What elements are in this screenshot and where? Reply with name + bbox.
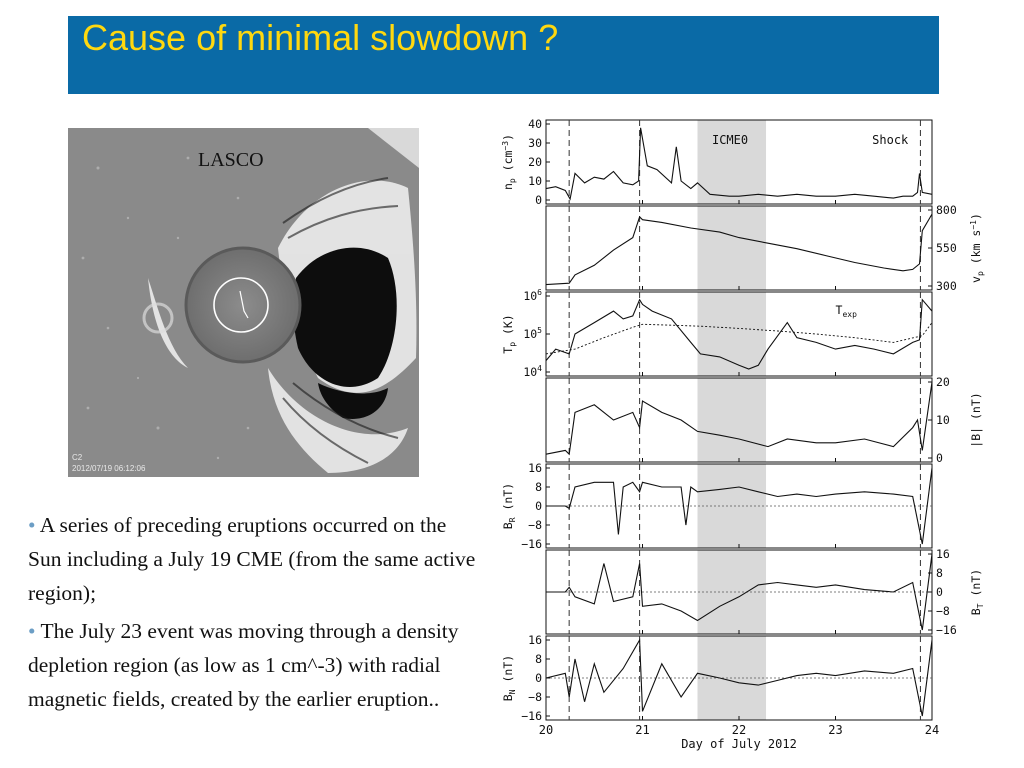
- x-tick-label: 20: [539, 723, 553, 737]
- y-tick-label: 0: [535, 671, 542, 685]
- shock-annotation: Shock: [872, 133, 909, 147]
- series-line-br: [546, 467, 933, 545]
- y-tick-label: 300: [936, 279, 957, 293]
- y-tick-label: 16: [936, 547, 950, 561]
- series-line-t-p: [545, 298, 933, 370]
- y-axis-label: np (cm−3): [501, 134, 517, 190]
- y-tick-label: 16: [528, 461, 542, 475]
- y-axis-label: |B| (nT): [969, 392, 983, 447]
- x-tick-label: 21: [635, 723, 649, 737]
- y-axis-label: Tp (K): [501, 314, 517, 353]
- icme-shaded-band: [697, 292, 767, 376]
- icme0-annotation: ICME0: [712, 133, 748, 147]
- y-axis-label: BN (nT): [501, 655, 517, 701]
- bullet-item: • The July 23 event was moving through a…: [28, 614, 478, 716]
- y-tick-label: −16: [521, 709, 542, 723]
- y-axis-label: BT (nT): [969, 569, 985, 615]
- y-tick-label: 104: [523, 364, 542, 379]
- y-tick-label: −8: [528, 518, 542, 532]
- x-tick-label: 22: [732, 723, 746, 737]
- bullet-item: • A series of preceding eruptions occurr…: [28, 508, 478, 610]
- y-tick-label: 20: [528, 155, 542, 169]
- y-tick-label: 550: [936, 241, 957, 255]
- y-axis-label: vp (km s−1): [969, 213, 985, 283]
- icme-shaded-band: [697, 206, 767, 290]
- y-tick-label: 8: [535, 652, 542, 666]
- y-tick-label: 106: [523, 288, 542, 303]
- y-tick-label: 0: [936, 451, 943, 465]
- series-line-np: [545, 127, 933, 201]
- bullet-list: • A series of preceding eruptions occurr…: [28, 508, 478, 720]
- texp-annotation: Texp: [836, 303, 858, 319]
- x-tick-label: 24: [925, 723, 939, 737]
- y-tick-label: 20: [936, 375, 950, 389]
- y-tick-label: 0: [936, 585, 943, 599]
- title-bar: [68, 16, 939, 94]
- series-line-t-exp: [545, 322, 933, 355]
- y-tick-label: 105: [523, 326, 542, 341]
- y-tick-label: 40: [528, 117, 542, 131]
- slide-title: Cause of minimal slowdown ?: [82, 17, 559, 58]
- x-tick-label: 23: [828, 723, 842, 737]
- series-line-b: [545, 381, 933, 456]
- series-line-bn: [545, 638, 933, 717]
- lasco-timestamp: 2012/07/19 06:12:06: [72, 464, 146, 473]
- lasco-coronagraph-image: LASCO C2 2012/07/19 06:12:06: [68, 128, 419, 477]
- lasco-camera-code: C2: [72, 453, 83, 462]
- y-tick-label: 30: [528, 136, 542, 150]
- y-tick-label: −8: [528, 690, 542, 704]
- y-tick-label: −16: [521, 537, 542, 551]
- y-tick-label: −16: [936, 623, 957, 637]
- y-tick-label: 10: [528, 174, 542, 188]
- y-tick-label: 10: [936, 413, 950, 427]
- bullet-marker: •: [28, 513, 36, 537]
- y-tick-label: 0: [535, 193, 542, 207]
- icme-shaded-band: [697, 378, 767, 462]
- bullet-text: The July 23 event was moving through a d…: [28, 619, 459, 711]
- bullet-text: A series of preceding eruptions occurred…: [28, 513, 476, 605]
- series-line-bt: [546, 553, 933, 631]
- series-line-vp: [545, 213, 933, 286]
- y-tick-label: 0: [535, 499, 542, 513]
- y-tick-label: 8: [936, 566, 943, 580]
- y-tick-label: −8: [936, 604, 950, 618]
- y-axis-label: BR (nT): [501, 483, 517, 529]
- y-tick-label: 16: [528, 633, 542, 647]
- lasco-label: LASCO: [198, 149, 264, 171]
- x-axis-label: Day of July 2012: [681, 737, 797, 751]
- bullet-marker: •: [28, 619, 36, 643]
- y-tick-label: 800: [936, 203, 957, 217]
- y-tick-label: 8: [535, 480, 542, 494]
- icme-shaded-band: [697, 120, 767, 204]
